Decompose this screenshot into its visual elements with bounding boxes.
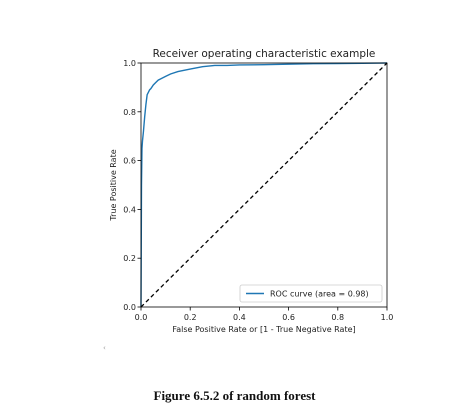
stray-mark: ‹ [103,344,106,352]
plot-area [140,62,388,308]
x-axis-label: False Positive Rate or [1 - True Negativ… [172,325,355,334]
y-tick-label: 1.0 [123,59,136,68]
x-tick-label: 0.0 [135,313,148,322]
y-tick-label: 0.4 [123,205,136,214]
chart-title: Receiver operating characteristic exampl… [153,48,376,60]
x-tick-label: 0.2 [184,313,197,322]
y-tick-label: 0.0 [123,303,136,312]
y-axis-label: True Positive Rate [109,149,118,221]
chance-diagonal-line [140,62,388,308]
legend-box [239,284,383,303]
x-tick-label: 0.6 [282,313,295,322]
legend-label: ROC curve (area = 0.98) [270,290,369,299]
axis-ticks: 0.0 0.2 0.4 0.6 0.8 1.0 0.0 0.2 0.4 0.6 0.8 1.0 [123,59,393,322]
legend: ROC curve (area = 0.98) [239,284,383,303]
y-tick-label: 0.2 [123,254,136,263]
x-tick-label: 1.0 [381,313,394,322]
roc-chart: Receiver operating characteristic exampl… [109,48,393,334]
x-tick-label: 0.8 [331,313,344,322]
y-tick-label: 0.8 [123,108,136,117]
x-tick-label: 0.4 [233,313,246,322]
plot-frame [140,62,388,308]
roc-curve-line [140,62,388,308]
figure-caption: Figure 6.5.2 of random forest [153,388,316,403]
y-tick-label: 0.6 [123,157,136,166]
